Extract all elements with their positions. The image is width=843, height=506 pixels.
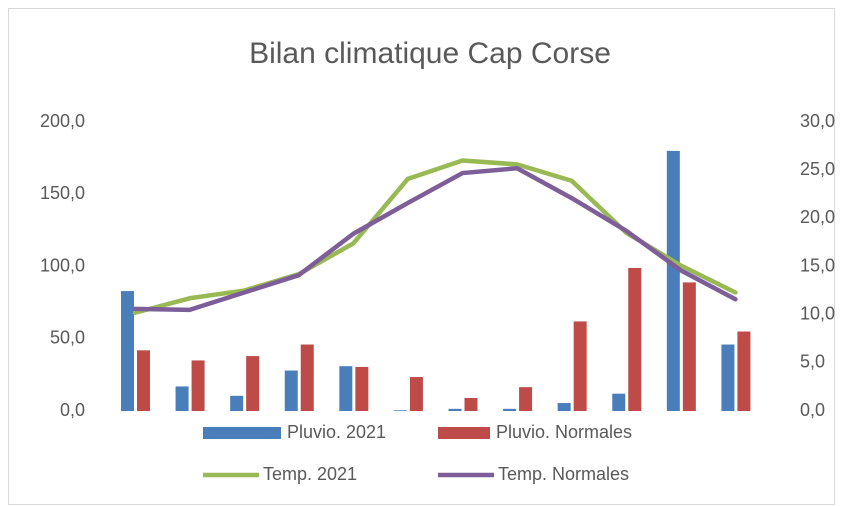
bar: [393, 410, 407, 411]
bar: [339, 366, 353, 411]
y-tick-label: 150,0: [40, 183, 85, 203]
legend-label: Pluvio. Normales: [496, 422, 632, 442]
y-tick-label: 0,0: [60, 400, 85, 420]
y2-tick-label: 0,0: [800, 400, 825, 420]
bar: [230, 395, 244, 411]
bar: [557, 403, 571, 411]
bar: [628, 267, 642, 411]
bar: [682, 282, 696, 411]
bar: [612, 393, 626, 411]
bar: [284, 370, 298, 411]
y-tick-label: 100,0: [40, 255, 85, 275]
bar: [191, 360, 205, 411]
y-tick-label: 50,0: [50, 328, 85, 348]
legend-label: Temp. Normales: [498, 464, 629, 484]
bar: [355, 366, 369, 411]
bar: [175, 386, 189, 411]
y2-tick-label: 25,0: [800, 159, 835, 179]
bar: [121, 291, 134, 411]
bar: [137, 350, 150, 411]
y2-tick-label: 30,0: [800, 111, 835, 131]
legend-swatch: [203, 427, 281, 439]
bar: [666, 150, 680, 411]
y2-tick-label: 10,0: [800, 303, 835, 323]
bar: [464, 397, 478, 411]
bar: [300, 344, 314, 411]
bar: [737, 331, 751, 411]
legend-label: Pluvio. 2021: [287, 422, 386, 442]
bar: [519, 387, 533, 411]
bar: [503, 408, 517, 411]
bar: [409, 377, 423, 411]
legend-label: Temp. 2021: [263, 464, 357, 484]
y2-tick-label: 5,0: [800, 352, 825, 372]
bar: [573, 321, 587, 411]
legend-swatch: [438, 427, 490, 439]
line: [132, 165, 738, 313]
bar: [246, 356, 260, 411]
y2-tick-label: 15,0: [800, 255, 835, 275]
y-tick-label: 200,0: [40, 111, 85, 131]
chart-border: [8, 8, 835, 505]
chart-title: Bilan climatique Cap Corse: [249, 37, 611, 70]
y2-tick-label: 20,0: [800, 207, 835, 227]
bar: [721, 344, 735, 411]
bar: [448, 408, 462, 411]
